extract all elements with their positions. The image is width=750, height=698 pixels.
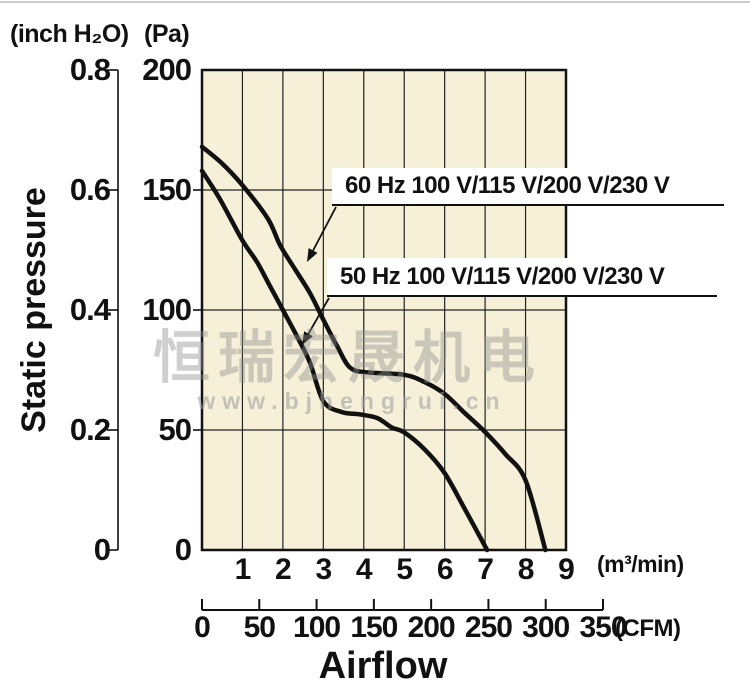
- m3min-tick-label: 9: [558, 553, 575, 586]
- inch-tick-label: 0: [93, 532, 111, 567]
- pa-tick-label: 100: [142, 292, 192, 327]
- m3min-tick-label: 1: [234, 553, 252, 586]
- m3min-tick-label: 4: [355, 553, 373, 586]
- curve-60hz: [199, 144, 548, 553]
- inch-tick-label: 0.4: [69, 292, 111, 327]
- inch-tick-label: 0.6: [69, 172, 111, 207]
- legend-60hz: 60 Hz 100 V/115 V/200 V/230 V: [332, 168, 724, 206]
- pa-unit-label: (Pa): [144, 20, 190, 48]
- cfm-tick-label: 200: [407, 611, 456, 644]
- cfm-tick-label: 0: [194, 611, 211, 644]
- m3min-tick-label: 3: [315, 553, 332, 586]
- leader-line: [307, 297, 330, 335]
- watermark-url-text: www.bjhengrui.cn: [197, 388, 507, 414]
- pa-tick-label: 0: [174, 532, 192, 567]
- cfm-unit-label: (CFM): [615, 615, 681, 642]
- inch-tick-label: 0.8: [69, 52, 111, 87]
- cfm-tick-label: 300: [522, 611, 570, 644]
- legend-60hz-label: 60 Hz 100 V/115 V/200 V/230 V: [345, 172, 670, 199]
- cfm-tick-label: 350: [579, 611, 627, 644]
- m3min-tick-label: 6: [436, 553, 454, 586]
- top-border-line: [0, 1, 750, 3]
- pa-tick-label: 200: [142, 52, 192, 87]
- legend-50hz: 50 Hz 100 V/115 V/200 V/230 V: [327, 258, 717, 297]
- pa-tick-label: 50: [158, 412, 192, 447]
- m3min-tick-label: 2: [275, 553, 292, 586]
- m3min-tick-label: 5: [396, 553, 413, 586]
- leader-line: [312, 206, 337, 251]
- cfm-tick-label: 150: [350, 611, 398, 644]
- pa-tick-label: 150: [142, 172, 192, 207]
- legend-50hz-label: 50 Hz 100 V/115 V/200 V/230 V: [340, 262, 665, 290]
- arrowhead-50hz: [302, 331, 313, 345]
- cfm-tick-label: 50: [243, 611, 276, 644]
- watermark-cn-text: 恒瑞宏晟机电: [153, 326, 543, 390]
- curve-50hz: [199, 168, 490, 553]
- inch-h2o-unit-label: (inch H₂O): [10, 20, 129, 48]
- cfm-tick-label: 250: [464, 611, 513, 644]
- x-axis-title: Airflow: [318, 645, 448, 687]
- inch-tick-label: 0.2: [69, 412, 111, 447]
- m3min-unit-label: (m³/min): [597, 551, 684, 577]
- cfm-tick-label: 100: [293, 611, 341, 644]
- m3min-tick-label: 7: [477, 553, 494, 586]
- arrowhead-60hz: [307, 248, 318, 262]
- m3min-tick-label: 8: [517, 553, 535, 586]
